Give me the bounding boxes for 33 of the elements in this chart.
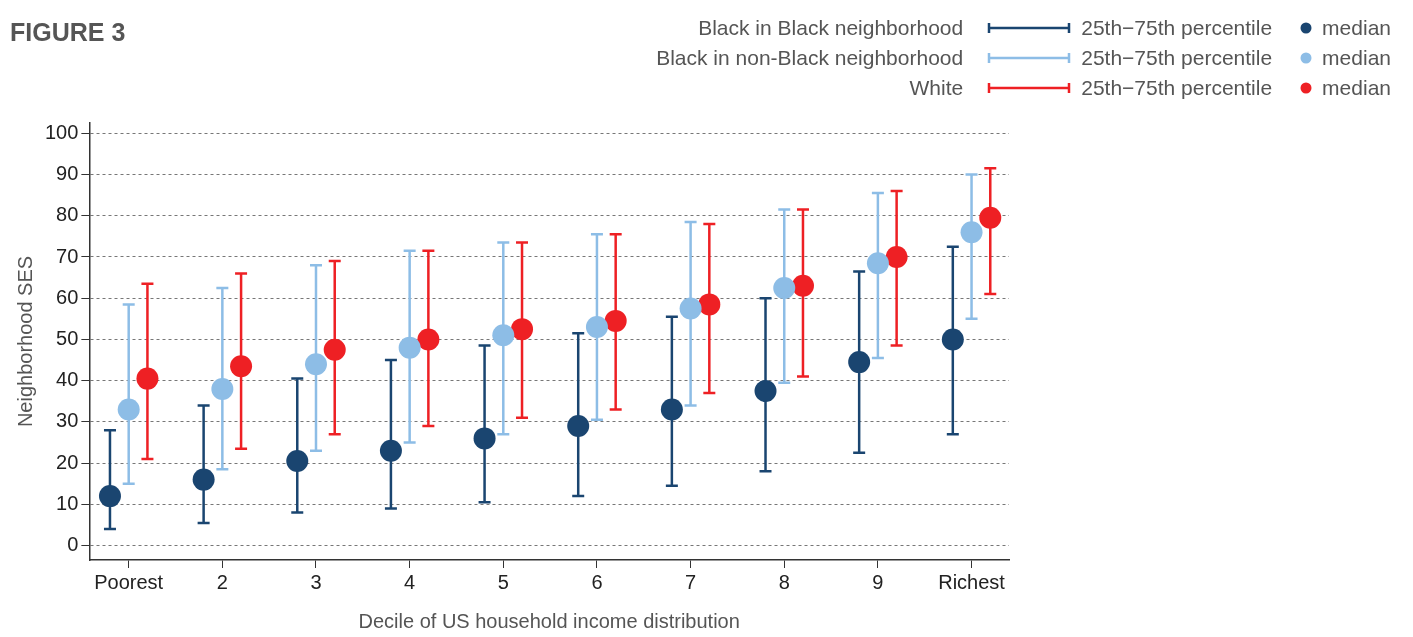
y-tick-label: 50 [56, 326, 79, 349]
x-tick-label: 5 [497, 570, 509, 593]
text: 25th−75th percentile [1081, 16, 1273, 39]
text: median [1322, 16, 1391, 39]
y-tick-label: 70 [56, 244, 79, 267]
text: median [1322, 46, 1391, 69]
legend-label: White [908, 75, 965, 101]
text: 25th−75th percentile [1081, 46, 1273, 69]
x-tick-label: 7 [685, 570, 697, 593]
x-tick-label: 4 [404, 570, 416, 593]
x-tick-label: 6 [591, 570, 603, 593]
text: median [1322, 75, 1391, 101]
x-tick-label: Richest [938, 570, 1006, 593]
y-tick-label: 10 [56, 491, 79, 514]
y-tick-label: 100 [44, 120, 79, 143]
text: 25th−75th percentile [1081, 75, 1273, 101]
x-tick-label: 3 [310, 570, 322, 593]
chart-title: FIGURE 3 [10, 18, 126, 47]
x-tick-label: 2 [216, 570, 228, 593]
legend-label: Black in non-Black neighborhood [656, 45, 965, 71]
x-tick-label: Poorest [94, 570, 164, 593]
x-axis-title: Decile of US household income distribution [358, 609, 740, 632]
y-tick-label: 90 [56, 162, 79, 185]
legend-label: Black in Black neighborhood [697, 15, 965, 41]
y-tick-label: 60 [56, 285, 79, 308]
x-tick-label: 8 [778, 570, 790, 593]
y-tick-label: 40 [56, 368, 79, 391]
y-tick-label: 30 [56, 409, 79, 432]
y-axis-title: Neighborhood SES [13, 255, 36, 428]
y-tick-label: 80 [56, 203, 79, 226]
y-tick-label: 20 [56, 450, 79, 473]
y-tick-label: 0 [67, 533, 79, 556]
x-tick-label: 9 [872, 570, 884, 593]
